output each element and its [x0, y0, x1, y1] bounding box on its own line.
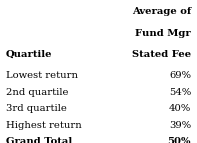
Text: Lowest return: Lowest return: [6, 72, 78, 81]
Text: Quartile: Quartile: [6, 50, 52, 59]
Text: Average of: Average of: [132, 7, 191, 16]
Text: Grand Total: Grand Total: [6, 137, 72, 143]
Text: Stated Fee: Stated Fee: [132, 50, 191, 59]
Text: Fund Mgr: Fund Mgr: [135, 29, 191, 38]
Text: 69%: 69%: [169, 72, 191, 81]
Text: 40%: 40%: [169, 104, 191, 113]
Text: 50%: 50%: [168, 137, 191, 143]
Text: 3rd quartile: 3rd quartile: [6, 104, 67, 113]
Text: 2nd quartile: 2nd quartile: [6, 88, 68, 97]
Text: 39%: 39%: [169, 121, 191, 130]
Text: 54%: 54%: [169, 88, 191, 97]
Text: Highest return: Highest return: [6, 121, 82, 130]
